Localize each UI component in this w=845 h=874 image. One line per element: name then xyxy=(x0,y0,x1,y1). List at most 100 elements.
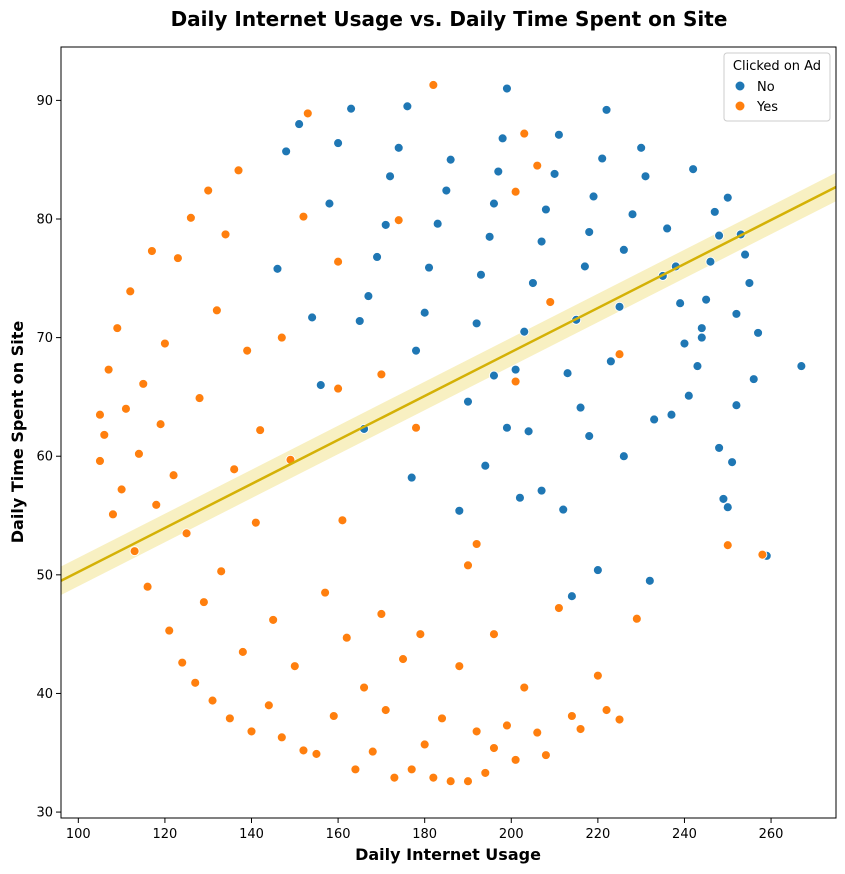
x-tick-label: 160 xyxy=(326,827,351,842)
x-tick-label: 260 xyxy=(759,827,784,842)
point-no xyxy=(649,414,660,425)
point-yes xyxy=(359,682,370,693)
point-yes xyxy=(220,229,231,240)
point-no xyxy=(566,591,577,602)
point-yes xyxy=(454,661,465,672)
point-yes xyxy=(112,323,123,334)
point-no xyxy=(744,278,755,288)
point-yes xyxy=(177,657,188,668)
y-tick-label: 30 xyxy=(36,806,53,821)
point-no xyxy=(540,204,551,215)
point-no xyxy=(584,227,595,237)
point-no xyxy=(740,249,751,260)
point-no xyxy=(588,191,599,202)
point-yes xyxy=(276,332,287,343)
point-no xyxy=(562,368,573,379)
point-yes xyxy=(172,253,183,264)
plot-background xyxy=(61,47,836,818)
point-no xyxy=(579,261,590,272)
point-yes xyxy=(367,746,378,757)
x-tick-label: 120 xyxy=(152,827,177,842)
point-yes xyxy=(298,745,309,756)
point-yes xyxy=(489,743,499,753)
point-yes xyxy=(120,403,131,414)
point-yes xyxy=(168,470,179,481)
point-no xyxy=(748,374,759,385)
point-yes xyxy=(194,393,205,404)
y-tick-label: 60 xyxy=(36,450,53,465)
point-yes xyxy=(350,764,361,775)
point-yes xyxy=(393,215,404,226)
y-tick-label: 50 xyxy=(36,568,53,583)
point-no xyxy=(501,83,512,94)
point-yes xyxy=(566,711,577,721)
point-no xyxy=(445,154,456,165)
point-no xyxy=(696,323,707,334)
regression-line-layer xyxy=(60,185,837,582)
point-yes xyxy=(445,776,456,787)
point-yes xyxy=(268,614,279,625)
point-no xyxy=(363,291,374,302)
point-yes xyxy=(246,726,257,737)
point-no xyxy=(701,294,712,305)
point-no xyxy=(281,146,292,157)
legend-marker-no xyxy=(734,80,746,92)
point-no xyxy=(402,101,413,112)
point-no xyxy=(489,370,499,381)
point-no xyxy=(372,251,383,262)
legend-label-yes: Yes xyxy=(756,100,778,115)
point-no xyxy=(636,142,647,153)
point-no xyxy=(484,231,495,242)
plot-area xyxy=(60,46,837,819)
point-yes xyxy=(255,425,266,436)
chart-title: Daily Internet Usage vs. Daily Time Spen… xyxy=(171,7,728,31)
point-yes xyxy=(592,670,603,681)
point-yes xyxy=(333,256,344,267)
point-no xyxy=(640,171,651,182)
point-yes xyxy=(510,754,521,765)
point-no xyxy=(722,502,733,513)
point-no xyxy=(592,565,603,576)
y-tick-label: 70 xyxy=(36,331,53,346)
point-yes xyxy=(575,724,586,734)
point-no xyxy=(272,263,283,274)
plot-frame xyxy=(60,46,837,819)
point-no xyxy=(419,307,430,318)
point-yes xyxy=(233,165,244,176)
point-no xyxy=(380,219,391,230)
legend-marker-yes xyxy=(734,100,746,112)
regression-line xyxy=(60,185,837,582)
point-no xyxy=(471,318,482,329)
x-tick-label: 240 xyxy=(672,827,697,842)
point-yes xyxy=(164,625,175,636)
point-yes xyxy=(133,448,144,459)
point-yes xyxy=(95,409,105,420)
point-yes xyxy=(103,364,114,375)
point-no xyxy=(501,422,512,433)
point-no xyxy=(385,171,396,182)
point-no xyxy=(493,166,504,177)
point-yes xyxy=(415,629,426,640)
point-yes xyxy=(722,540,733,551)
legend-label-no: No xyxy=(757,80,775,95)
legend: Clicked on Ad No Yes xyxy=(723,52,831,122)
point-yes xyxy=(159,338,170,349)
point-no xyxy=(333,138,344,149)
point-no xyxy=(675,298,686,309)
point-yes xyxy=(463,560,473,571)
point-yes xyxy=(185,212,196,223)
y-tick-label: 80 xyxy=(36,212,53,227)
point-yes xyxy=(545,297,556,307)
point-yes xyxy=(333,383,344,394)
point-yes xyxy=(757,549,768,560)
point-yes xyxy=(190,677,201,688)
point-yes xyxy=(376,609,387,619)
point-yes xyxy=(320,587,331,598)
y-tick-label: 90 xyxy=(36,94,53,109)
point-no xyxy=(618,451,629,462)
point-yes xyxy=(181,528,192,539)
point-yes xyxy=(116,484,127,495)
point-no xyxy=(679,338,690,349)
point-no xyxy=(753,327,764,338)
point-yes xyxy=(250,517,261,528)
